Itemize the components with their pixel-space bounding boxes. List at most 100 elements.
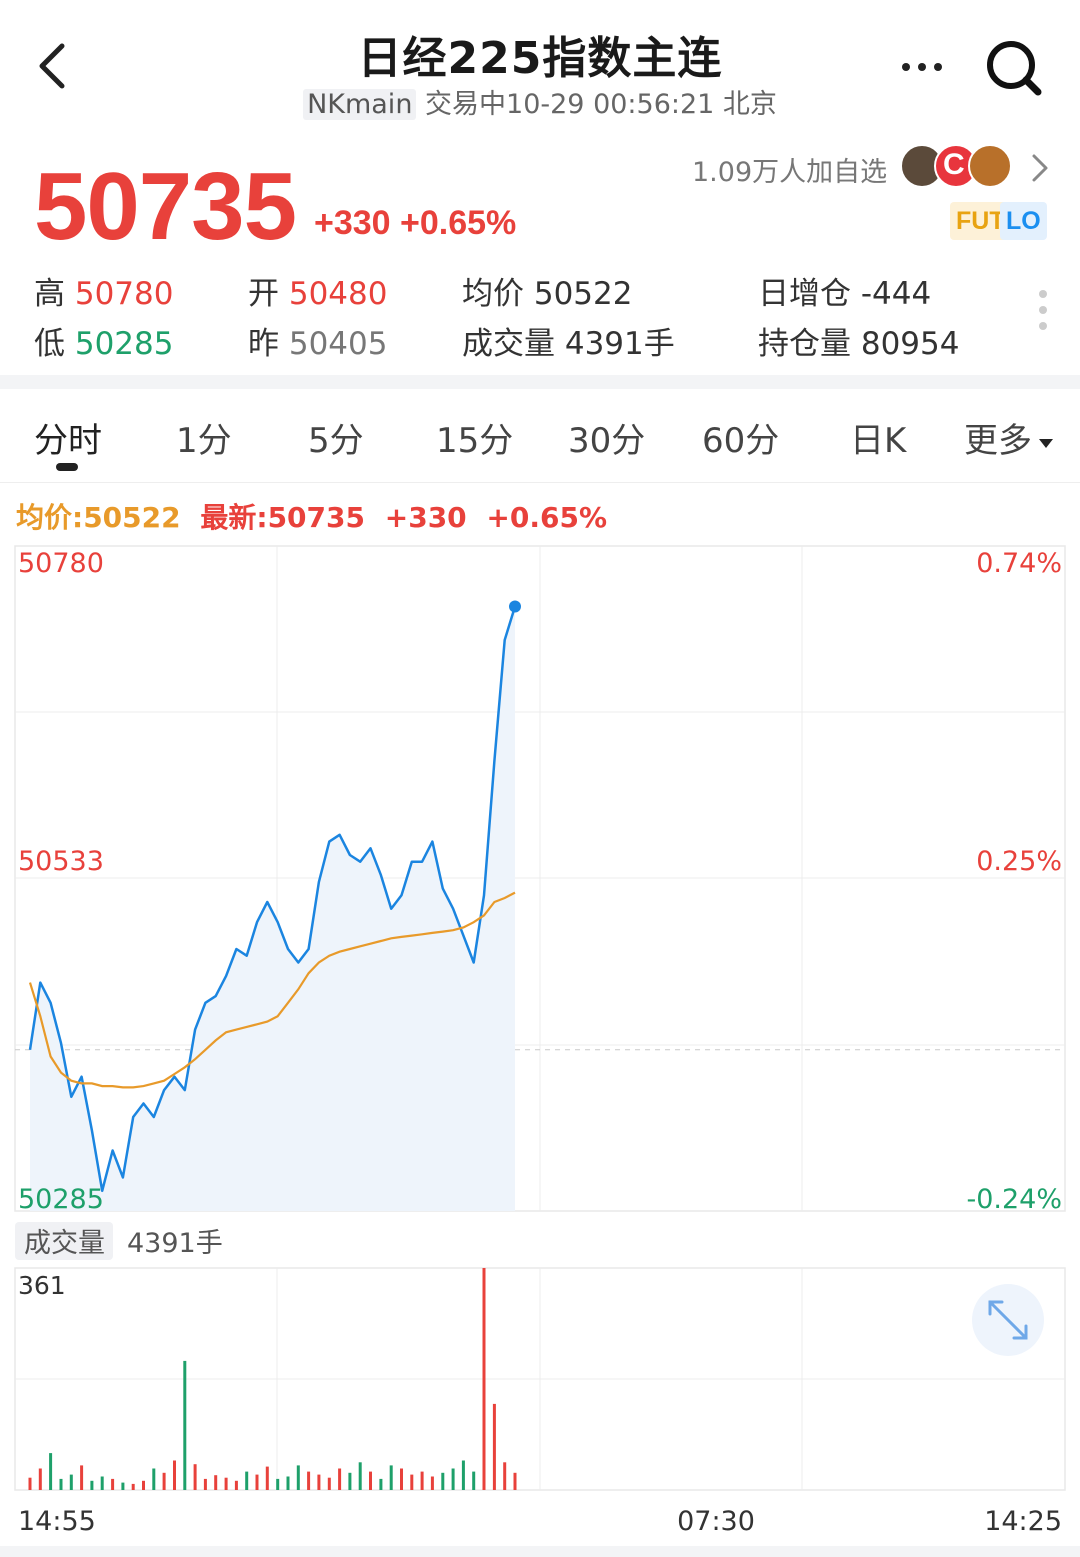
follower-avatars[interactable]: C (900, 144, 1016, 192)
volume-bar (193, 1464, 197, 1490)
volume-bar (214, 1475, 218, 1490)
volume-bar (38, 1468, 42, 1490)
volume-bar (513, 1472, 517, 1490)
volume-bar (49, 1453, 53, 1490)
last-price-dot (509, 600, 521, 613)
volume-bar (338, 1468, 342, 1490)
back-arrow-icon (39, 43, 65, 89)
stat-oi-change: 日增仓 -444 (758, 276, 932, 312)
bottom-divider (0, 1546, 1080, 1557)
volume-bar (80, 1465, 84, 1490)
volume-bar (59, 1478, 63, 1490)
stat-avg: 均价 50522 (462, 276, 633, 312)
volume-label: 成交量 (24, 1228, 105, 1259)
volume-bar (400, 1468, 403, 1490)
price-change: +330 +0.65% (314, 204, 517, 242)
stats-panel: 高 50780 低 50285 开 50480 昨 50405 均价 50522… (0, 268, 1080, 368)
last-price: 50735 (34, 153, 297, 260)
tab-5min[interactable]: 5分 (308, 421, 364, 461)
volume-bar (307, 1471, 311, 1490)
trading-status: NKmain 交易中10-29 00:56:21 北京 (0, 82, 1080, 121)
volume-bar (69, 1474, 73, 1490)
caret-down-icon (1039, 438, 1053, 448)
volume-bar (276, 1478, 280, 1490)
volume-bar (503, 1462, 507, 1490)
volume-bar (348, 1472, 352, 1490)
legend-change: +330 (384, 501, 467, 534)
x-tick-start: 14:55 (18, 1506, 96, 1537)
y-tick-high: 50780 (18, 548, 104, 579)
volume-bar (451, 1468, 455, 1490)
back-button[interactable] (30, 36, 80, 96)
volume-bar (379, 1478, 383, 1490)
chart-legend: 均价:50522 最新:50735 +330 +0.65% (16, 496, 607, 536)
expand-icon (988, 1300, 1028, 1340)
volume-bar (245, 1471, 249, 1490)
avatar (968, 144, 1012, 188)
legend-latest: 最新:50735 (200, 501, 365, 534)
y-tick-pct-high: 0.74% (976, 548, 1062, 579)
fullscreen-button[interactable] (972, 1284, 1044, 1356)
tab-60min[interactable]: 60分 (702, 421, 780, 461)
volume-bar (173, 1460, 176, 1490)
y-tick-pct-low: -0.24% (966, 1184, 1062, 1215)
top-bar: 日经225指数主连 NKmain 交易中10-29 00:56:21 北京 (0, 0, 1080, 130)
volume-bar (90, 1480, 94, 1490)
y-tick-mid: 50533 (18, 846, 104, 877)
volume-bar (152, 1468, 156, 1490)
more-menu-button[interactable] (898, 42, 950, 92)
search-icon (987, 41, 1042, 96)
tab-15min[interactable]: 15分 (436, 421, 514, 461)
more-dots-icon (902, 63, 942, 71)
tab-intraday[interactable]: 分时 (34, 421, 102, 461)
volume-bar (410, 1474, 414, 1490)
status-text: 交易中10-29 00:56:21 北京 (425, 89, 777, 120)
tab-1min[interactable]: 1分 (176, 421, 232, 461)
volume-bar (441, 1472, 445, 1490)
tab-more[interactable]: 更多 (964, 413, 1056, 462)
contract-code: NKmain (303, 89, 417, 120)
legend-pct: +0.65% (486, 501, 608, 534)
stat-open-interest: 持仓量 80954 (758, 326, 960, 362)
volume-bar (327, 1477, 331, 1490)
volume-bar (296, 1465, 300, 1490)
active-tab-indicator (56, 463, 78, 471)
volume-label-chip (15, 1222, 113, 1260)
legend-avg: 均价:50522 (16, 501, 181, 534)
volume-bar (142, 1480, 145, 1490)
volume-bar (317, 1474, 321, 1490)
volume-bar (358, 1462, 362, 1490)
volume-bar (100, 1476, 104, 1490)
period-tabs: 分时 1分 5分 15分 30分 60分 日K 更多 (0, 389, 1080, 483)
chevron-right-icon[interactable] (1028, 152, 1052, 184)
expand-stats-icon[interactable] (1036, 288, 1050, 338)
volume-max-label: 361 (18, 1271, 66, 1300)
page-title: 日经225指数主连 (357, 33, 723, 84)
volume-bar (461, 1460, 465, 1490)
avg-price-line (28, 891, 516, 1089)
volume-bar (111, 1478, 115, 1490)
intraday-chart[interactable]: 50780 50533 50285 0.74% 0.25% -0.24% 成交量… (0, 540, 1080, 1557)
volume-bar (121, 1482, 125, 1490)
volume-bar (234, 1480, 238, 1490)
watchlist-count[interactable]: 1.09万人加自选 (692, 157, 888, 188)
search-button[interactable] (984, 38, 1044, 98)
volume-bar (131, 1483, 135, 1490)
stat-open: 开 50480 (248, 276, 388, 312)
stat-volume: 成交量 4391手 (462, 326, 675, 362)
volume-bar (369, 1471, 372, 1490)
volume-bar (162, 1472, 166, 1490)
x-tick-mid: 07:30 (677, 1506, 755, 1537)
volume-value: 4391手 (127, 1228, 223, 1259)
tab-30min[interactable]: 30分 (568, 421, 646, 461)
volume-bar (28, 1477, 32, 1490)
tab-daily-k[interactable]: 日K (850, 421, 907, 461)
volume-bar (430, 1476, 434, 1490)
volume-bar (183, 1360, 187, 1490)
volume-bar (265, 1466, 269, 1490)
stat-prev-close: 昨 50405 (248, 326, 388, 362)
price-area (30, 606, 515, 1211)
volume-bar (224, 1477, 228, 1490)
volume-bar (286, 1476, 290, 1490)
tag-lo: LO (1000, 202, 1047, 240)
